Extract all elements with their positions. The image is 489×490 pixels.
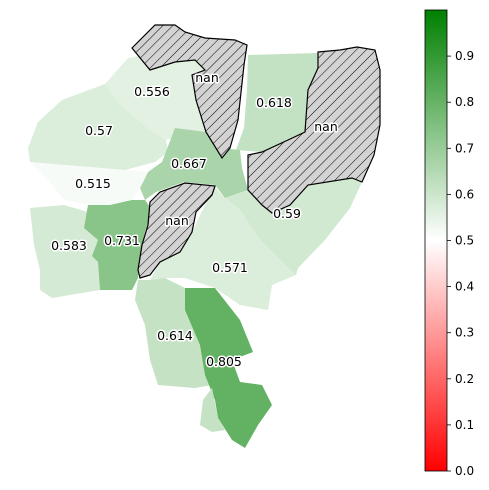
label-west: 0.57 bbox=[85, 123, 113, 138]
label-westmid: 0.515 bbox=[75, 176, 111, 191]
region-north-center bbox=[236, 53, 318, 152]
region-southeast bbox=[185, 288, 272, 448]
region-southeast-fringe bbox=[200, 388, 225, 432]
label-east: 0.59 bbox=[273, 206, 301, 221]
colorbar-tick-label: 0.1 bbox=[455, 418, 474, 432]
colorbar-ticks: 0.0 0.1 0.2 0.3 0.4 0.5 0.6 0.7 0.8 0.9 bbox=[447, 49, 474, 478]
label-center: 0.667 bbox=[171, 156, 207, 171]
colorbar-tick-label: 0.0 bbox=[455, 464, 474, 478]
region-nan-east bbox=[247, 46, 381, 214]
label-northwest: 0.556 bbox=[134, 84, 170, 99]
label-southcenter: 0.571 bbox=[212, 260, 248, 275]
region-northwest bbox=[105, 48, 206, 140]
colorbar-tick-label: 0.4 bbox=[455, 280, 474, 294]
label-nan-north: nan bbox=[195, 70, 219, 85]
label-midwest: 0.731 bbox=[104, 233, 140, 248]
region-southwest bbox=[30, 205, 100, 298]
label-nan-center: nan bbox=[165, 213, 189, 228]
colorbar-tick-label: 0.3 bbox=[455, 326, 474, 340]
region-midwest bbox=[84, 200, 152, 290]
colorbar-tick-label: 0.2 bbox=[455, 372, 474, 386]
region-center bbox=[140, 128, 248, 200]
region-southcenter bbox=[150, 186, 296, 310]
region-south bbox=[135, 278, 212, 388]
region-westmid bbox=[30, 162, 148, 205]
label-nan-east: nan bbox=[314, 119, 338, 134]
colorbar-tick-label: 0.8 bbox=[455, 95, 474, 109]
label-southwest: 0.583 bbox=[51, 238, 87, 253]
colorbar-tick-label: 0.9 bbox=[455, 49, 474, 63]
region-nan-north bbox=[131, 24, 248, 160]
colorbar: 0.0 0.1 0.2 0.3 0.4 0.5 0.6 0.7 0.8 0.9 bbox=[424, 9, 474, 478]
label-south: 0.614 bbox=[157, 328, 193, 343]
label-southeast: 0.805 bbox=[206, 354, 242, 369]
map-regions bbox=[28, 24, 381, 448]
region-west bbox=[28, 84, 168, 170]
region-labels: 0.556 0.57 0.618 0.667 0.515 0.59 0.583 … bbox=[50, 69, 340, 371]
colorbar-tick-label: 0.6 bbox=[455, 187, 474, 201]
colorbar-tick-label: 0.7 bbox=[455, 141, 474, 155]
colorbar-tick-label: 0.5 bbox=[455, 234, 474, 248]
colorbar-gradient bbox=[424, 9, 448, 472]
label-north-center: 0.618 bbox=[256, 95, 292, 110]
region-nan-center bbox=[137, 182, 216, 279]
